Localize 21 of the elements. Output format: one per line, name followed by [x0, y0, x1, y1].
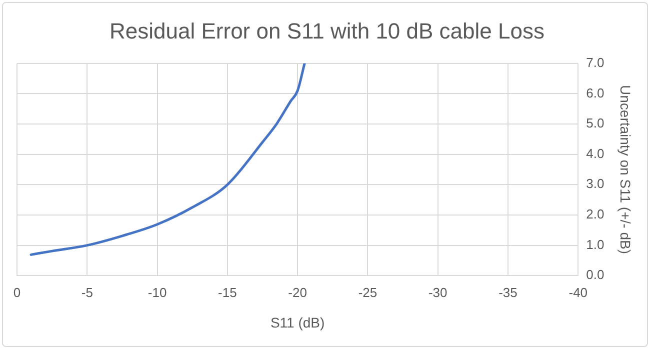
- y2-axis-title: Uncertainty on S11 (+/- dB): [618, 85, 634, 254]
- y2-tick-label: 5.0: [586, 116, 604, 131]
- chart-title: Residual Error on S11 with 10 dB cable Loss: [110, 18, 544, 44]
- x-tick-label: -5: [81, 284, 93, 300]
- x-tick-label: -10: [148, 284, 167, 300]
- y2-tick-label: 4.0: [586, 146, 604, 161]
- line-series: [30, 63, 306, 256]
- y2-tick-label: 7.0: [586, 54, 604, 70]
- y2-tick-label: 0.0: [586, 267, 604, 282]
- x-tick-label: -20: [288, 284, 307, 300]
- y2-tick-label: 2.0: [586, 206, 604, 222]
- y2-tick-label: 6.0: [586, 85, 604, 100]
- x-tick-label: -40: [568, 284, 588, 300]
- x-tick-label: 0: [13, 284, 21, 300]
- x-tick-label: -15: [218, 284, 237, 300]
- x-tick-label: -35: [498, 284, 518, 300]
- x-tick-label: -30: [428, 284, 448, 300]
- x-tick-label: -25: [358, 284, 378, 300]
- x-axis-title: S11 (dB): [270, 314, 325, 330]
- y2-tick-label: 3.0: [586, 176, 604, 192]
- y2-tick-label: 1.0: [586, 236, 604, 252]
